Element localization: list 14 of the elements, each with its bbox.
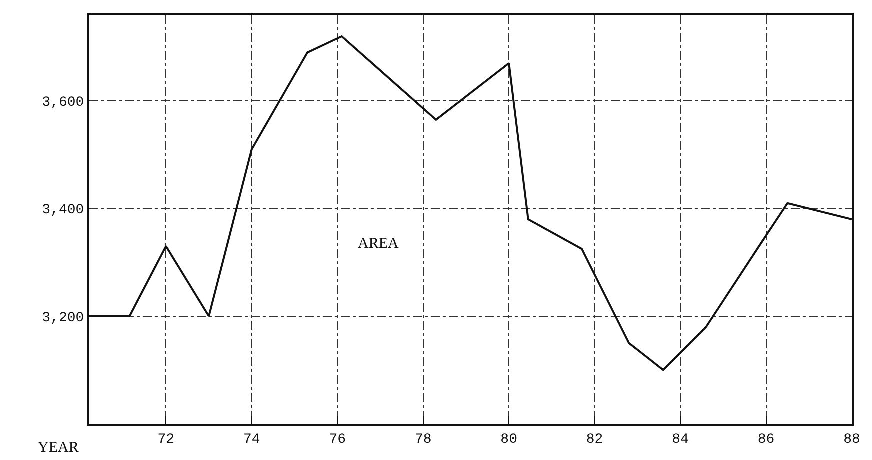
x-tick-label: 82 xyxy=(586,432,604,448)
x-axis-title: YEAR xyxy=(38,440,79,456)
annotation: AREA xyxy=(358,236,399,252)
x-tick-label: 84 xyxy=(672,432,689,448)
y-tick-label: 3,400 xyxy=(42,202,84,219)
x-tick-label: 76 xyxy=(329,432,346,448)
y-tick-label: 3,200 xyxy=(42,310,84,326)
y-tick-label: 3,600 xyxy=(42,95,84,112)
x-tick-label: 78 xyxy=(414,432,432,448)
x-tick-label: 80 xyxy=(500,432,518,448)
x-tick-label: 88 xyxy=(844,432,860,448)
x-tick-label: 74 xyxy=(243,432,260,448)
x-tick-label: 72 xyxy=(158,432,175,448)
x-tick-label: 86 xyxy=(758,432,775,448)
